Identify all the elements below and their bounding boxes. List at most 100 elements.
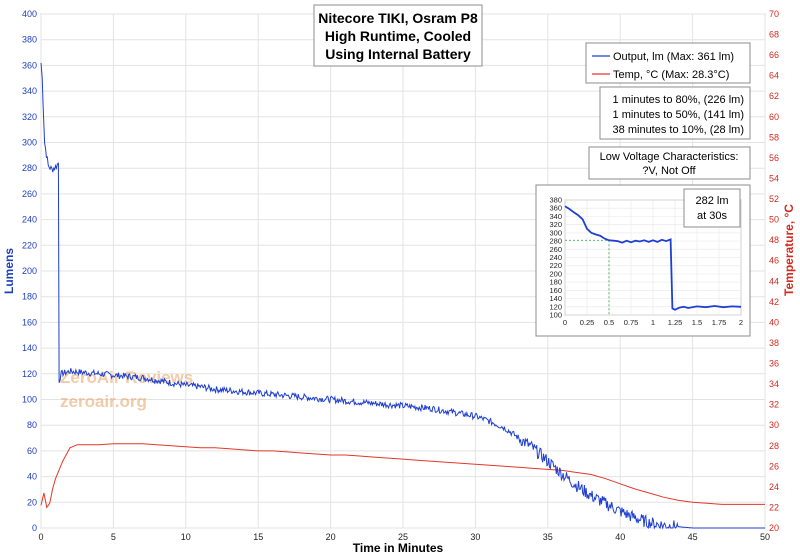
output-series-line bbox=[40, 62, 765, 530]
inset-chart: 1001201401601802002202402602803003203403… bbox=[535, 184, 751, 337]
y-right-tick-label: 54 bbox=[769, 173, 779, 183]
chart-title-line-1: Nitecore TIKI, Osram P8 bbox=[318, 10, 478, 26]
y-right-tick-label: 56 bbox=[769, 153, 779, 163]
inset-x-tick-label: 1.5 bbox=[692, 318, 702, 327]
y-left-tick-label: 140 bbox=[22, 343, 37, 353]
y-right-tick-label: 64 bbox=[769, 71, 779, 81]
x-axis-title: Time in Minutes bbox=[353, 541, 444, 555]
y-axis-left-title: Lumens bbox=[2, 248, 16, 294]
x-tick-label: 20 bbox=[326, 532, 336, 542]
inset-y-tick-label: 320 bbox=[549, 220, 562, 229]
legend-temp-label: Temp, °C (Max: 28.3°C) bbox=[613, 69, 729, 81]
inset-y-tick-label: 280 bbox=[549, 237, 562, 246]
inset-y-tick-label: 100 bbox=[549, 311, 562, 320]
inset-x-tick-label: 0.25 bbox=[580, 318, 595, 327]
milestone-80: 1 minutes to 80%, (226 lm) bbox=[613, 94, 744, 106]
y-right-tick-label: 68 bbox=[769, 30, 779, 40]
y-left-tick-label: 240 bbox=[22, 215, 37, 225]
inset-label-box bbox=[683, 188, 741, 228]
y-left-tick-label: 80 bbox=[27, 420, 37, 430]
x-tick-label: 5 bbox=[111, 532, 116, 542]
inset-x-tick-label: 1.25 bbox=[668, 318, 683, 327]
y-right-tick-label: 22 bbox=[769, 502, 779, 512]
inset-y-tick-label: 380 bbox=[549, 196, 562, 205]
y-left-tick-label: 200 bbox=[22, 266, 37, 276]
low-voltage-line-2: ?V, Not Off bbox=[642, 165, 696, 177]
y-left-tick-label: 260 bbox=[22, 189, 37, 199]
x-tick-label: 0 bbox=[38, 532, 43, 542]
x-tick-label: 25 bbox=[398, 532, 408, 542]
inset-x-tick-label: 1 bbox=[651, 318, 655, 327]
y-left-tick-label: 160 bbox=[22, 317, 37, 327]
inset-y-tick-label: 260 bbox=[549, 245, 562, 254]
chart-title-line-3: Using Internal Battery bbox=[325, 46, 471, 62]
inset-x-tick-label: 2 bbox=[739, 318, 743, 327]
y-right-tick-label: 42 bbox=[769, 297, 779, 307]
y-right-tick-label: 26 bbox=[769, 461, 779, 471]
y-left-tick-label: 280 bbox=[22, 163, 37, 173]
x-tick-label: 30 bbox=[470, 532, 480, 542]
low-voltage-line-1: Low Voltage Characteristics: bbox=[600, 151, 739, 163]
low-voltage-box: Low Voltage Characteristics: ?V, Not Off bbox=[588, 146, 751, 180]
inset-y-tick-label: 220 bbox=[549, 261, 562, 270]
y-left-tick-label: 100 bbox=[22, 395, 37, 405]
y-left-tick-label: 220 bbox=[22, 240, 37, 250]
temp-series-line bbox=[40, 443, 765, 509]
legend-output-label: Output, lm (Max: 361 lm) bbox=[613, 51, 734, 63]
y-right-tick-label: 62 bbox=[769, 91, 779, 101]
x-tick-label: 50 bbox=[760, 532, 770, 542]
watermark-line-2: zeroair.org bbox=[60, 392, 147, 411]
milestone-50: 1 minutes to 50%, (141 lm) bbox=[613, 109, 744, 121]
inset-y-tick-label: 120 bbox=[549, 302, 562, 311]
y-right-tick-label: 28 bbox=[769, 441, 779, 451]
y-right-tick-label: 66 bbox=[769, 50, 779, 60]
y-left-tick-label: 380 bbox=[22, 35, 37, 45]
inset-y-tick-label: 300 bbox=[549, 228, 562, 237]
y-left-tick-label: 120 bbox=[22, 369, 37, 379]
y-right-tick-label: 32 bbox=[769, 400, 779, 410]
inset-y-tick-label: 240 bbox=[549, 253, 562, 262]
y-left-tick-label: 320 bbox=[22, 112, 37, 122]
y-right-tick-label: 52 bbox=[769, 194, 779, 204]
legend: Output, lm (Max: 361 lm) Temp, °C (Max: … bbox=[585, 42, 751, 84]
inset-y-tick-label: 340 bbox=[549, 212, 562, 221]
y-right-tick-label: 46 bbox=[769, 256, 779, 266]
inset-y-tick-label: 360 bbox=[549, 204, 562, 213]
y-right-tick-label: 50 bbox=[769, 215, 779, 225]
right-axis-ticks: 20 22 24 26 28 30 32 34 36 38 40 42 44 46 48 50 52 54 56 58… bbox=[769, 9, 779, 533]
left-axis-ticks: 0 20 40 60 80 100 120 140 160 180 200 220 240 260 280 3… bbox=[22, 9, 37, 533]
y-left-tick-label: 300 bbox=[22, 138, 37, 148]
y-left-tick-label: 20 bbox=[27, 497, 37, 507]
y-right-tick-label: 48 bbox=[769, 235, 779, 245]
y-left-tick-label: 400 bbox=[22, 9, 37, 19]
bottom-axis-ticks: 0 5 10 15 20 25 30 35 40 45 50 bbox=[38, 532, 770, 542]
y-right-tick-label: 40 bbox=[769, 317, 779, 327]
x-tick-label: 35 bbox=[543, 532, 553, 542]
y-right-tick-label: 36 bbox=[769, 359, 779, 369]
milestone-10: 38 minutes to 10%, (28 lm) bbox=[613, 124, 744, 136]
inset-output-line bbox=[564, 205, 742, 311]
x-tick-label: 15 bbox=[253, 532, 263, 542]
y-right-tick-label: 70 bbox=[769, 9, 779, 19]
inset-x-tick-label: 0.5 bbox=[604, 318, 614, 327]
inset-x-tick-label: 0.75 bbox=[624, 318, 639, 327]
inset-y-tick-label: 180 bbox=[549, 278, 562, 287]
chart-title-box: Nitecore TIKI, Osram P8 High Runtime, Co… bbox=[313, 4, 483, 67]
y-axis-right-title: Temperature, °C bbox=[782, 204, 796, 296]
milestones-box: 1 minutes to 80%, (226 lm) 1 minutes to … bbox=[599, 86, 751, 140]
x-tick-label: 40 bbox=[615, 532, 625, 542]
x-tick-label: 10 bbox=[181, 532, 191, 542]
inset-ticks: 1001201401601802002202402602803003203403… bbox=[549, 196, 743, 328]
y-right-tick-label: 38 bbox=[769, 338, 779, 348]
y-left-tick-label: 0 bbox=[32, 523, 37, 533]
y-right-tick-label: 20 bbox=[769, 523, 779, 533]
inset-y-tick-label: 160 bbox=[549, 286, 562, 295]
inset-x-tick-label: 1.75 bbox=[712, 318, 727, 327]
x-tick-label: 45 bbox=[688, 532, 698, 542]
inset-y-tick-label: 200 bbox=[549, 269, 562, 278]
y-right-tick-label: 34 bbox=[769, 379, 779, 389]
inset-label-line-2: at 30s bbox=[697, 210, 727, 222]
y-left-tick-label: 180 bbox=[22, 292, 37, 302]
y-left-tick-label: 360 bbox=[22, 60, 37, 70]
